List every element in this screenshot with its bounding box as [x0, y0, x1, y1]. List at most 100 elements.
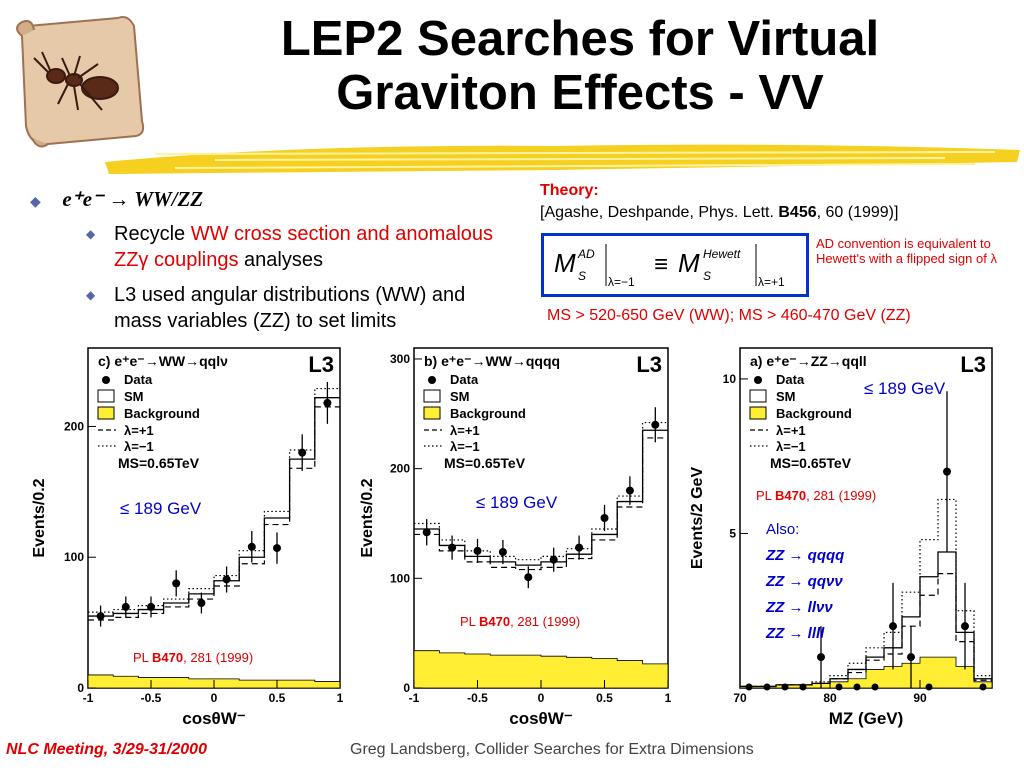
- data-point: [817, 653, 825, 662]
- legend-ms-label: MS=0.65TeV: [118, 455, 200, 471]
- legend-background-swatch: [749, 406, 767, 420]
- ant-scroll-logo: [16, 16, 145, 148]
- legend-lambda-plus-label: λ=+1: [450, 423, 480, 438]
- bullet-icon: ◆: [86, 288, 96, 302]
- formula-equiv: ≡: [654, 251, 668, 278]
- ms-limits: MS > 520-650 GeV (WW); MS > 460-470 GeV …: [547, 307, 911, 325]
- pl-pre: PL: [133, 650, 152, 665]
- legend-sm-label: SM: [776, 389, 796, 404]
- plot-frame: [739, 347, 993, 689]
- data-point: [549, 555, 558, 564]
- pl-reference: PL B470, 281 (1999): [133, 650, 253, 665]
- formula-m-rhs: M: [678, 248, 700, 278]
- formula-rhs-sup: Hewett: [703, 247, 741, 261]
- ref-post: , 60 (1999)]: [816, 204, 899, 221]
- bullet-main: ◆ e⁺e⁻ → WW/ZZ: [30, 186, 203, 214]
- x-tick-label: 1: [665, 691, 672, 705]
- plot-ww-qqlnu: -1 -0.5 0 0.5 1 0 100 200 cosθW⁻ Events/0.2 c) e⁺e…: [31, 347, 344, 728]
- formula-m-lhs: M: [554, 248, 576, 278]
- x-axis-title: cosθW⁻: [509, 709, 573, 728]
- plot-frame: [87, 347, 341, 689]
- formula-lhs-sup: AD: [577, 247, 595, 261]
- data-point: [979, 683, 987, 691]
- formula-rhs-s: S: [703, 269, 711, 283]
- formula-rhs-sub: λ=+1: [758, 275, 785, 289]
- pl-vol: B470: [479, 614, 510, 629]
- y-tick-label: 5: [729, 526, 736, 540]
- bullet-icon: ◆: [86, 227, 96, 241]
- data-point: [853, 683, 861, 691]
- plot-title: a) e⁺e⁻→ZZ→qqll: [750, 353, 867, 369]
- legend-sm-swatch: [423, 389, 441, 403]
- title-underline-brush: [105, 144, 1020, 174]
- legend-data-label: Data: [124, 372, 153, 387]
- pl-reference: PL B470, 281 (1999): [756, 488, 876, 503]
- x-tick-label: -0.5: [467, 691, 488, 705]
- experiment-label: L3: [636, 352, 662, 377]
- x-tick-label: 80: [823, 691, 837, 705]
- also-item: ZZ → llll: [765, 625, 825, 642]
- theory-reference: [Agashe, Deshpande, Phys. Lett. B456, 60…: [540, 202, 898, 224]
- legend-data-label: Data: [450, 372, 479, 387]
- data-point: [925, 683, 933, 691]
- data-point: [197, 599, 206, 607]
- ref-pre: [Agashe, Deshpande, Phys. Lett.: [540, 204, 779, 221]
- legend-sm-swatch: [97, 389, 115, 403]
- legend-background-label: Background: [124, 406, 200, 421]
- slide-title: LEP2 Searches for Virtual Graviton Effec…: [150, 12, 1010, 120]
- ant-icon: [33, 51, 119, 111]
- energy-label: ≤ 189 GeV: [120, 499, 202, 518]
- x-tick-label: 1: [337, 691, 344, 705]
- legend-sm-label: SM: [124, 389, 144, 404]
- y-axis-title: Events/0.2: [359, 478, 376, 557]
- legend-ms-label: MS=0.65TeV: [770, 455, 852, 471]
- y-tick-label: 200: [390, 462, 410, 476]
- data-point: [600, 514, 609, 522]
- x-tick-label: -1: [409, 691, 420, 705]
- legend-sm-swatch: [749, 389, 767, 403]
- sub2-text: L3 used angular distributions (WW) and m…: [114, 284, 466, 332]
- legend-data-marker: [754, 376, 762, 384]
- data-point: [247, 542, 256, 551]
- formula-box: M AD S λ=−1 ≡ M Hewett S λ=+1: [541, 233, 809, 297]
- footer-author: Greg Landsberg, Collider Searches for Ex…: [350, 741, 754, 758]
- experiment-label: L3: [960, 352, 986, 377]
- experiment-label: L3: [308, 352, 334, 377]
- legend-background-label: Background: [776, 406, 852, 421]
- also-item: ZZ → llνν: [765, 599, 833, 616]
- convention-note: AD convention is equivalent to Hewett's …: [816, 236, 997, 266]
- sub1-text-c: analyses: [238, 249, 323, 271]
- legend-background-swatch: [423, 406, 441, 420]
- sm-histogram: [740, 551, 992, 688]
- lambda-minus-histogram: [88, 387, 340, 613]
- y-axis-title: Events/2 GeV: [689, 467, 706, 570]
- y-tick-label: 100: [64, 550, 84, 564]
- also-label: Also:: [766, 521, 799, 538]
- y-tick-label: 300: [390, 352, 410, 366]
- pl-post: , 281 (1999): [806, 488, 876, 503]
- x-tick-label: 70: [733, 691, 747, 705]
- data-point: [625, 486, 634, 495]
- plot-title: c) e⁺e⁻→WW→qqlν: [98, 353, 228, 369]
- also-item: ZZ → qqqq: [765, 547, 844, 564]
- legend-data-label: Data: [776, 372, 805, 387]
- y-tick-label: 0: [77, 681, 84, 695]
- pl-vol: B470: [152, 650, 183, 665]
- lambda-plus-histogram: [740, 573, 992, 688]
- data-point: [422, 528, 431, 537]
- legend-lambda-minus-label: λ=−1: [124, 439, 154, 454]
- x-tick-label: 0.5: [596, 691, 613, 705]
- data-point: [448, 543, 457, 552]
- legend-data-marker: [102, 376, 110, 384]
- plot-ww-qqqq: -1 -0.5 0 0.5 1 0 100 200 300 cosθW⁻ Events/0.2 b) …: [359, 347, 672, 728]
- data-point: [298, 448, 307, 457]
- lambda-plus-histogram: [414, 437, 668, 571]
- bullet-icon: ◆: [30, 193, 41, 209]
- data-point: [524, 573, 533, 582]
- theory-block: Theory: [Agashe, Deshpande, Phys. Lett. …: [540, 180, 898, 224]
- title-line-2: Graviton Effects - VV: [336, 66, 824, 120]
- legend-lambda-minus-label: λ=−1: [450, 439, 480, 454]
- also-item: ZZ → qqνν: [765, 573, 843, 590]
- data-point: [961, 622, 969, 631]
- plot-zz-qqll: 70 80 90 5 10 MZ (GeV) Events/2 GeV a) e⁺e⁻→ZZ→…: [689, 347, 993, 728]
